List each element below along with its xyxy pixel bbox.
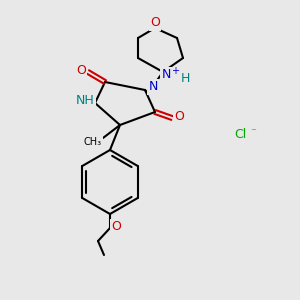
Text: Cl: Cl (234, 128, 246, 142)
Text: O: O (76, 64, 86, 76)
Text: O: O (174, 110, 184, 122)
Text: N: N (148, 80, 158, 94)
Text: ⁻: ⁻ (250, 127, 256, 137)
Text: NH: NH (76, 94, 94, 106)
Text: N: N (161, 68, 171, 82)
Text: O: O (150, 16, 160, 29)
Text: H: H (180, 71, 190, 85)
Text: +: + (171, 66, 179, 76)
Text: CH₃: CH₃ (84, 137, 102, 147)
Text: O: O (111, 220, 121, 233)
